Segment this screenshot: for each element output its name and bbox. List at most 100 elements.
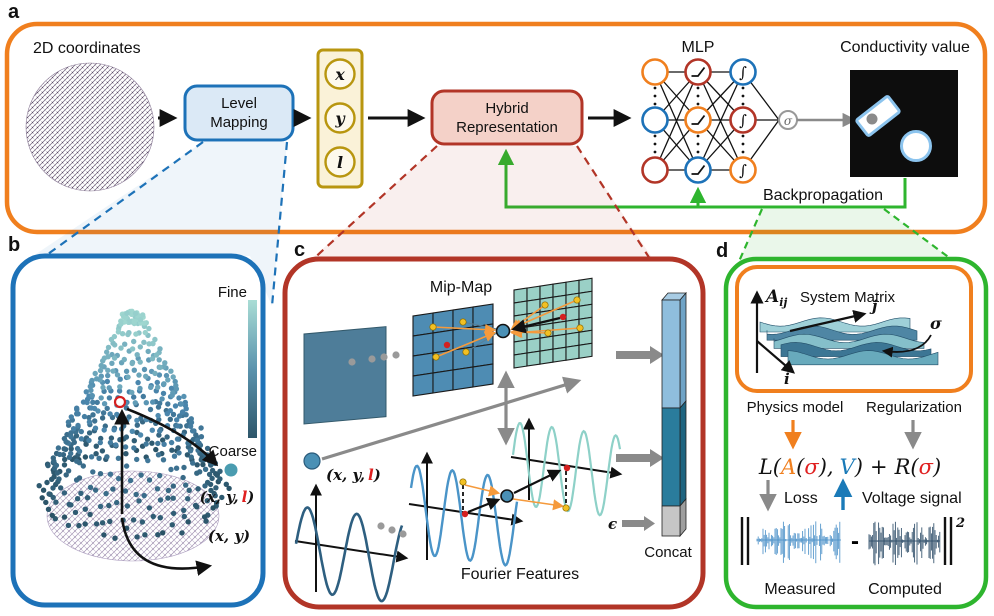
svg-text:∫: ∫	[739, 112, 747, 130]
coordinates-label: 2D coordinates	[33, 40, 141, 57]
probe-dot	[866, 113, 878, 125]
inclusion-circle	[900, 130, 932, 162]
level-cone-pointcloud	[36, 308, 232, 541]
svg-text:∫: ∫	[739, 64, 747, 82]
mlp-node	[729, 156, 757, 184]
conductivity-image	[850, 70, 958, 177]
svg-text:∫: ∫	[739, 162, 747, 180]
system-matrix-box: Aij System Matrix j i σ	[735, 265, 973, 393]
coordinate-vector: x y l	[316, 48, 364, 189]
coord-input-dot	[303, 452, 321, 470]
backprop-label: Backpropagation	[763, 187, 883, 204]
conductivity-title: Conductivity value	[840, 39, 970, 56]
mlp-node	[729, 58, 757, 86]
axis-j	[789, 309, 867, 333]
dashed-connector-b-left	[47, 141, 204, 255]
fine-label: Fine	[218, 284, 247, 301]
sigma-label-d: σ	[930, 314, 942, 333]
panel-a-label: a	[8, 1, 20, 23]
mipmap-interpolation	[429, 296, 584, 361]
concat-label: Concat	[644, 544, 692, 561]
mlp-node	[729, 106, 757, 134]
coord2-label: (x, y)	[208, 527, 250, 545]
fourier-ellipsis-dots	[377, 522, 407, 538]
fourier-label: Fourier Features	[461, 566, 579, 583]
axis-j-label: j	[869, 297, 878, 315]
mlp-node	[641, 106, 669, 134]
mlp-network: ∫ ∫ ∫	[641, 58, 780, 184]
voltage-label: Voltage signal	[862, 490, 962, 507]
hybrid-label-2: Representation	[456, 119, 558, 136]
panel-b: b Fine Coarse (x, y, l) (x, y)	[8, 234, 266, 608]
panel-c-label: c	[294, 239, 305, 261]
epsilon-label: ϵ	[608, 515, 617, 533]
mlp-node	[641, 58, 669, 86]
norm-bars	[740, 517, 953, 565]
level-mapping-box: Level Mapping	[183, 84, 295, 142]
panel-a: a 2D coordinates Level Mapping x y l Hyb…	[4, 1, 988, 235]
mesh-disk	[46, 470, 220, 562]
mipmap-title: Mip-Map	[430, 279, 492, 296]
mlp-node	[684, 106, 712, 134]
backprop-path	[497, 148, 907, 209]
arrow-disk-to-coords	[120, 517, 213, 576]
sigma-output-label: σ	[784, 114, 793, 128]
vector-l: l	[337, 153, 343, 172]
minus-sign: -	[851, 528, 859, 555]
regularization-label: Regularization	[866, 399, 962, 416]
physics-model-label: Physics model	[747, 399, 844, 416]
level-mapping-label-2: Mapping	[210, 114, 268, 131]
sigma-arrow	[881, 334, 932, 358]
dashed-connector-c-left	[309, 145, 438, 263]
coarse-label: Coarse	[209, 443, 257, 460]
panel-c: c Mip-Map	[282, 239, 706, 610]
hybrid-label-1: Hybrid	[485, 100, 528, 117]
mlp-node	[684, 156, 712, 184]
panel-c-border	[282, 256, 706, 610]
measured-label: Measured	[764, 581, 835, 598]
dashed-connector-d-right	[883, 208, 956, 263]
computed-waveform	[868, 521, 941, 566]
level-colorbar	[248, 300, 257, 438]
dashed-connector-c-right	[576, 145, 653, 263]
concat-bar	[661, 291, 687, 538]
fourier-query-dot	[500, 489, 514, 503]
panel-connectors	[33, 141, 956, 307]
panel-a-border	[4, 21, 988, 235]
axis-i-label: i	[784, 370, 790, 388]
mip-query-dot	[495, 323, 511, 339]
mipmap-ellipsis-dots	[348, 351, 400, 366]
norm-exponent: 2	[955, 516, 965, 531]
vector-x: x	[334, 65, 345, 84]
computed-label: Computed	[868, 581, 942, 598]
hybrid-representation-box: Hybrid Representation	[430, 89, 584, 146]
concat-arrows	[616, 346, 664, 531]
panel-d: d Aij System Matrix j i σ Physics model …	[716, 240, 989, 610]
mlp-title: MLP	[682, 39, 715, 56]
mlp-node	[641, 156, 669, 184]
mlp-node	[684, 58, 712, 86]
level-mapping-label-1: Level	[221, 95, 257, 112]
coord-diagonal-arrow	[321, 376, 582, 461]
mesh-circle	[25, 62, 155, 192]
arrow-cone-to-sample	[126, 407, 219, 467]
measured-waveform	[756, 521, 841, 564]
matrix-symbol: Aij	[764, 287, 787, 309]
loss-equation: L(A(σ), V) + R(σ)	[758, 455, 941, 479]
loss-label: Loss	[784, 490, 818, 507]
dashed-connector-d-left	[735, 208, 764, 267]
sampled-point-dot	[224, 463, 238, 477]
coord3-label-c: (x, y, l)	[326, 466, 381, 484]
inclusion-rectangle	[855, 95, 901, 137]
panel-b-label: b	[8, 234, 20, 256]
fourier-interpolation	[459, 464, 571, 518]
query-point-marker	[113, 395, 127, 409]
axis-i	[756, 340, 796, 374]
coord3-label: (x, y, l)	[200, 488, 255, 506]
vector-y: y	[334, 109, 346, 128]
system-matrix-title: System Matrix	[800, 289, 896, 306]
system-matrix-surface	[759, 317, 939, 366]
panel-d-label: d	[716, 240, 728, 262]
